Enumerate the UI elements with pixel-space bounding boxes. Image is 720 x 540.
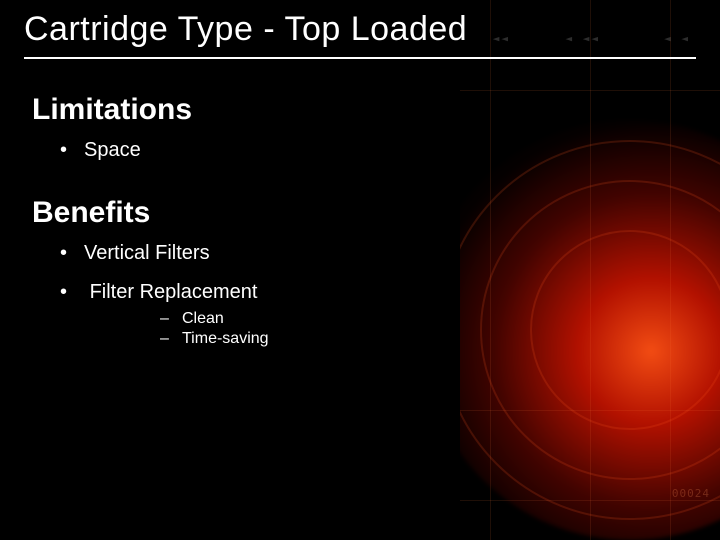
- slide-title: Cartridge Type - Top Loaded: [24, 10, 696, 55]
- section-limitations: Limitations Space: [24, 93, 696, 162]
- grid-line: [460, 500, 720, 501]
- title-underline: [24, 57, 696, 59]
- bullet-item: Space: [84, 139, 696, 162]
- sub-bullet-item: Clean: [182, 310, 696, 328]
- grid-line: [460, 410, 720, 411]
- section-heading: Benefits: [32, 196, 696, 230]
- sub-bullet-item: Time-saving: [182, 330, 696, 348]
- bullet-item-text: Filter Replacement: [90, 281, 258, 303]
- section-heading: Limitations: [32, 93, 696, 127]
- bullet-list: Vertical Filters Filter Replacement Clea…: [24, 242, 696, 348]
- slide-content: Cartridge Type - Top Loaded Limitations …: [0, 0, 720, 348]
- bullet-item: Vertical Filters: [84, 242, 696, 265]
- sub-bullet-list: Clean Time-saving: [84, 310, 696, 348]
- section-benefits: Benefits Vertical Filters Filter Replace…: [24, 196, 696, 348]
- digits-decor: 00024: [672, 487, 710, 500]
- bullet-item: Filter Replacement Clean Time-saving: [84, 281, 696, 348]
- bullet-list: Space: [24, 139, 696, 162]
